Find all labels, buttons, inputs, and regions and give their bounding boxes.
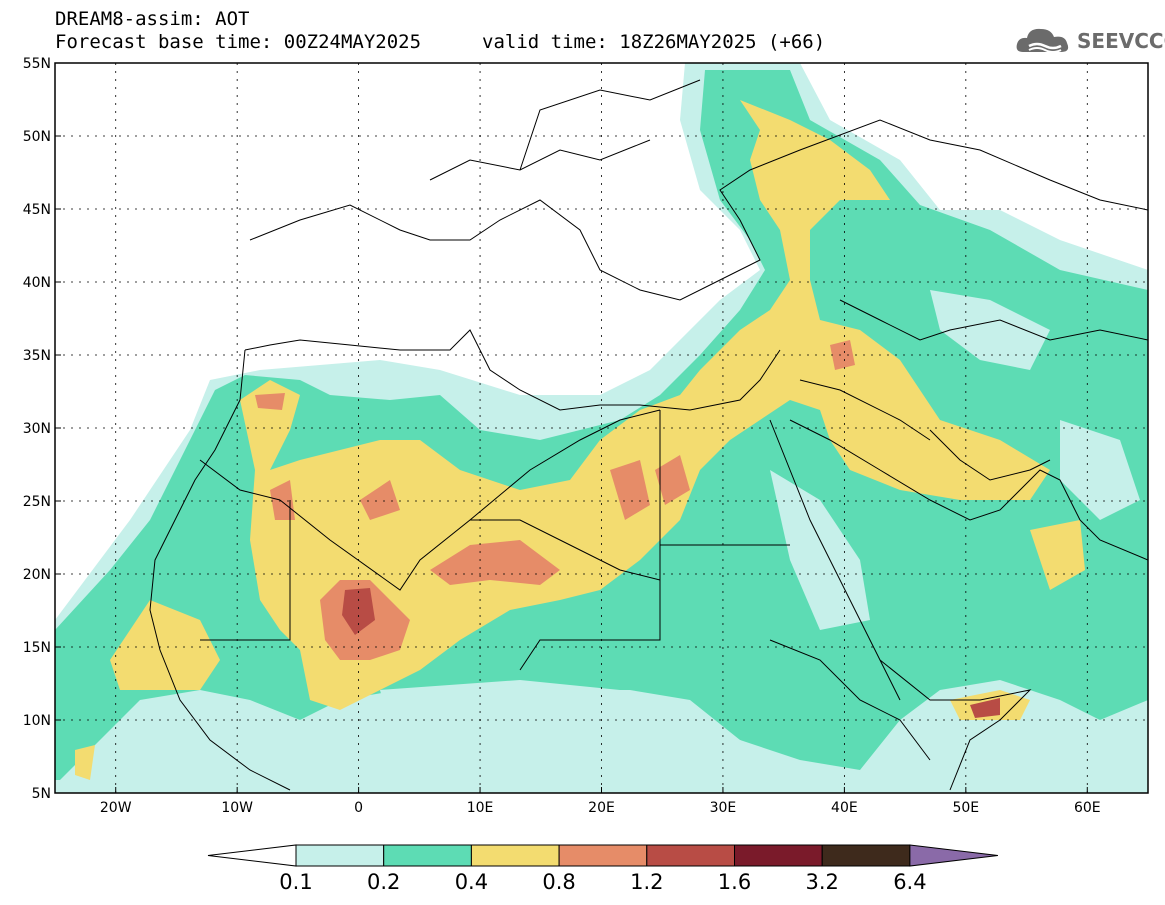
colorbar-label: 0.4 (454, 870, 489, 894)
aot-level-0.4 (1030, 520, 1085, 590)
lat-tick-label: 30N (23, 421, 51, 437)
seevccc-logo: SEEVCCC (1015, 22, 1165, 60)
border-sahara-3 (519, 410, 661, 671)
lon-tick-label: 10W (221, 800, 253, 816)
map-title: DREAM8-assim: AOT (55, 8, 250, 30)
aot-level-0.8 (255, 393, 285, 410)
lat-tick-label: 35N (23, 348, 51, 364)
border-sahara-4 (200, 500, 291, 641)
axis-ticks: 55N 50N 45N 40N 35N 30N 25N 20N 15N 10N 5N 20W 10W 0 1… (23, 56, 1101, 816)
lon-tick-label: 50E (952, 800, 979, 816)
forecast-base-time: Forecast base time: 00Z24MAY2025 (55, 31, 422, 53)
aot-level-0.4 (110, 600, 220, 690)
lat-tick-label: 25N (23, 494, 51, 510)
aot-level-1.2 (970, 698, 1000, 718)
lat-tick-label: 10N (23, 713, 51, 729)
colorbar-label: 0.8 (542, 870, 576, 894)
lat-tick-label: 45N (23, 202, 51, 218)
border-europe-1 (429, 139, 651, 181)
colorbar-label: 1.2 (630, 870, 664, 894)
colorbar-label: 6.4 (893, 870, 927, 894)
aot-patch (930, 290, 1050, 370)
lon-tick-label: 20W (100, 800, 132, 816)
aot-level-0.8 (655, 455, 690, 505)
lon-tick-label: 0 (354, 800, 363, 816)
coastline-persian-gulf (929, 429, 1051, 481)
aot-patch (1060, 420, 1140, 520)
aot-level-0.8 (270, 480, 295, 520)
aot-level-0.4 (240, 100, 1050, 710)
aot-level-0.8 (360, 480, 400, 520)
coastline-horn (879, 659, 1032, 791)
lon-tick-label: 40E (831, 800, 858, 816)
colorbar-label: 1.6 (717, 870, 752, 894)
gridlines (55, 63, 1148, 793)
lat-tick-label: 5N (32, 786, 51, 802)
logo-text: SEEVCCC (1077, 29, 1165, 53)
coastline-north-africa (244, 329, 781, 411)
coastline-arabia (789, 419, 1148, 561)
lat-tick-label: 55N (23, 56, 51, 72)
lat-tick-label: 40N (23, 275, 51, 291)
country-borders (149, 79, 1148, 791)
colorbar-label: 0.1 (279, 870, 313, 894)
lat-tick-label: 20N (23, 567, 51, 583)
border-mideast-2 (839, 299, 1148, 341)
border-sahara-2 (469, 409, 661, 521)
coastline-west-africa (149, 349, 291, 791)
border-east-africa (769, 639, 931, 761)
border-sahara-5 (199, 459, 281, 501)
border-europe-2 (519, 79, 701, 171)
lon-tick-label: 10E (467, 800, 494, 816)
aot-level-0.8 (610, 460, 650, 520)
border-mideast-1 (799, 379, 931, 441)
valid-time: valid time: 18Z26MAY2025 (+66) (482, 31, 826, 53)
lon-tick-label: 30E (710, 800, 737, 816)
aot-level-0.4 (75, 745, 95, 780)
aot-level-1.2 (342, 588, 375, 635)
lon-tick-label: 20E (588, 800, 615, 816)
colorbar-label: 0.2 (366, 870, 401, 894)
lon-tick-label: 60E (1074, 800, 1101, 816)
lat-tick-label: 50N (23, 129, 51, 145)
colorbar-label: 3.2 (805, 870, 839, 894)
aot-level-0.8 (830, 340, 855, 370)
coastline-europe (249, 119, 1148, 301)
cloud-icon (1016, 28, 1069, 53)
aot-patch (380, 680, 760, 770)
lat-tick-label: 15N (23, 640, 51, 656)
